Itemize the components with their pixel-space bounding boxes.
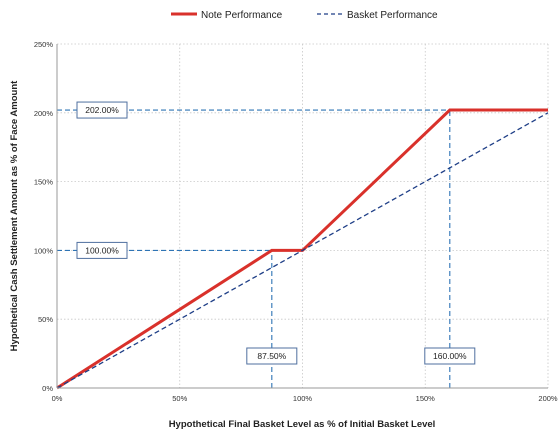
y-tick-label: 50% — [38, 315, 53, 324]
basket-performance-line — [56, 112, 549, 389]
legend-label: Basket Performance — [347, 10, 438, 21]
y-tick-label: 150% — [34, 178, 54, 187]
callout-box — [76, 101, 128, 119]
series-lines — [56, 108, 549, 390]
y-axis-title: Hypothetical Cash Settlement Amount as %… — [9, 80, 20, 351]
callout-box — [76, 241, 128, 259]
x-tick-label: 150% — [416, 394, 436, 403]
x-tick-label: 0% — [52, 394, 63, 403]
axes: 0% 50% 100% 150% 200% 0% 50% 100% 150% 200% 250% — [34, 40, 558, 403]
y-tick-label: 200% — [34, 109, 54, 118]
grid — [57, 43, 549, 388]
legend: Note Performance Basket Performance — [171, 10, 438, 21]
callout-label: 202.00% — [85, 105, 119, 115]
callout-box — [246, 347, 298, 365]
callout-box — [424, 347, 476, 365]
x-tick-label: 50% — [172, 394, 187, 403]
legend-label: Note Performance — [201, 10, 283, 21]
x-axis-title: Hypothetical Final Basket Level as % of … — [169, 419, 436, 430]
y-tick-label: 0% — [42, 384, 53, 393]
y-tick-label: 250% — [34, 40, 54, 49]
x-tick-label: 200% — [538, 394, 558, 403]
y-tick-label: 100% — [34, 246, 54, 255]
x-tick-label: 100% — [293, 394, 313, 403]
callout-label: 160.00% — [433, 351, 467, 361]
callout-label: 100.00% — [85, 245, 119, 255]
callout-label: 87.50% — [257, 351, 286, 361]
annotation-callouts: 202.00% 100.00% 87.50% 160.00% — [76, 101, 476, 365]
